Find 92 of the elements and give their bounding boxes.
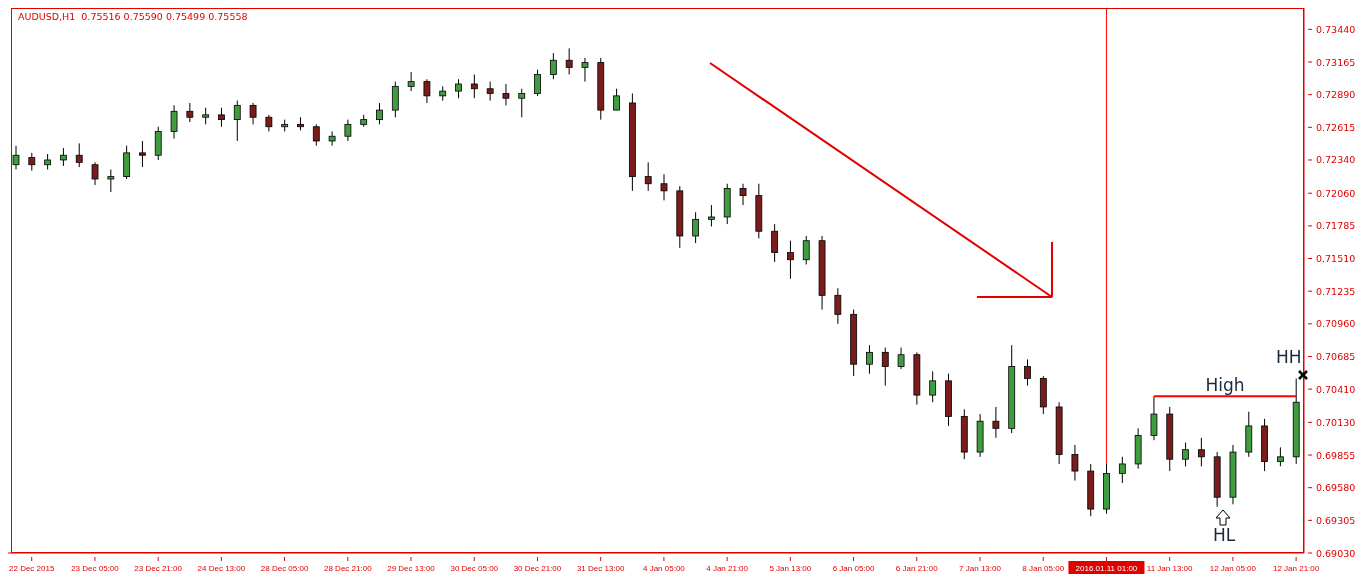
x-tick-label: 24 Dec 13:00: [197, 564, 246, 573]
candlestick: [581, 57, 589, 83]
candlestick: [866, 344, 873, 375]
candlestick: [518, 88, 526, 118]
candlestick: [802, 235, 810, 265]
candlestick: [407, 71, 415, 92]
candlestick: [897, 347, 905, 370]
y-tick-label: 0.71510: [1316, 253, 1356, 265]
candlestick: [502, 83, 510, 106]
annotation: HH: [1276, 347, 1302, 367]
x-tick-label: 4 Jan 05:00: [643, 564, 686, 573]
candlestick: [423, 78, 431, 104]
x-tick-label: 2016.01.11 01:00: [1075, 564, 1138, 573]
candlestick: [692, 211, 700, 244]
candlestick: [91, 161, 99, 186]
candlestick: [1276, 446, 1284, 467]
candlestick: [12, 145, 20, 170]
candlestick: [1024, 358, 1031, 387]
candlestick: [549, 52, 557, 80]
x-tick-label: 4 Jan 21:00: [706, 564, 749, 573]
x-tick-label: 29 Dec 13:00: [387, 564, 436, 573]
candlestick: [218, 107, 225, 128]
y-tick-label: 0.73165: [1316, 56, 1356, 68]
candlestick: [739, 183, 747, 206]
candlestick: [107, 168, 115, 193]
y-tick-label: 0.72060: [1316, 187, 1356, 199]
candlestick: [1197, 437, 1205, 467]
candlestick: [929, 370, 937, 403]
x-tick-label: 22 Dec 2015: [9, 564, 55, 573]
x-tick-label: 30 Dec 21:00: [513, 564, 562, 573]
candlestick: [1118, 456, 1126, 484]
candlestick: [328, 130, 336, 147]
y-tick-label: 0.73440: [1316, 23, 1356, 35]
x-tick-label: 8 Jan 05:00: [1022, 564, 1065, 573]
candlestick: [613, 88, 620, 111]
y-tick-label: 0.71785: [1316, 220, 1356, 232]
annotation: HL: [1213, 525, 1236, 545]
x-tick-label: 6 Jan 21:00: [895, 564, 939, 573]
x-tick-label: 11 Jan 13:00: [1146, 564, 1194, 573]
candlestick: [787, 240, 794, 280]
x-tick-label: 28 Dec 05:00: [260, 564, 309, 573]
x-tick-label: 6 Jan 05:00: [832, 564, 876, 573]
candlestick: [1182, 442, 1189, 467]
x-tick-label: 30 Dec 05:00: [450, 564, 499, 573]
candlestick: [154, 126, 162, 161]
y-tick-label: 0.70130: [1316, 416, 1356, 428]
y-tick-label: 0.72340: [1316, 154, 1356, 166]
candlestick: [1071, 444, 1079, 482]
candlestick: [391, 81, 399, 118]
y-tick-label: 0.72890: [1316, 89, 1356, 101]
candlestick: [534, 69, 541, 97]
candlestick: [565, 47, 573, 75]
y-tick-label: 0.70685: [1316, 350, 1356, 362]
x-tick-label: 31 Dec 13:00: [576, 564, 626, 573]
x-tick-label: 5 Jan 13:00: [769, 564, 812, 573]
candlestick: [771, 223, 779, 263]
candlestick: [249, 102, 257, 125]
candlestick: [186, 102, 194, 123]
candlestick: [992, 406, 1000, 439]
candlestick: [376, 102, 383, 125]
y-tick-label: 0.72615: [1316, 121, 1356, 133]
candlestick: [486, 81, 494, 102]
candlestick: [644, 161, 652, 192]
y-tick-label: 0.70410: [1316, 383, 1356, 395]
candlestick: [1150, 395, 1158, 441]
candlestick: [660, 173, 668, 201]
x-tick-label: 28 Dec 21:00: [324, 564, 373, 573]
y-tick-label: 0.69580: [1316, 482, 1356, 494]
ref-line-label: High: [1205, 375, 1245, 396]
x-tick-label: 12 Jan 21:00: [1272, 564, 1320, 573]
candlestick: [344, 119, 352, 142]
candlestick: [139, 140, 146, 168]
candlestick: [233, 100, 241, 142]
x-tick-label: 23 Dec 05:00: [71, 564, 120, 573]
y-tick-label: 0.69030: [1316, 547, 1356, 559]
candlestick: [470, 73, 478, 99]
y-tick-label: 0.69855: [1316, 449, 1356, 461]
candlestick: [881, 347, 889, 387]
y-tick-label: 0.70960: [1316, 318, 1356, 330]
y-tick-label: 0.69305: [1316, 514, 1356, 526]
candlestick: [312, 123, 320, 147]
chart-title: AUDUSD,H1 0.75516 0.75590 0.75499 0.75558: [18, 11, 248, 22]
candlestick: [708, 204, 715, 227]
candlestick: [123, 145, 131, 180]
x-tick-label: 7 Jan 13:00: [959, 564, 1002, 573]
candlestick: [170, 104, 178, 140]
candlestick: [455, 78, 462, 99]
y-tick-label: 0.71235: [1316, 285, 1356, 297]
x-tick-label: 12 Jan 05:00: [1209, 564, 1257, 573]
x-tick-label: 23 Dec 21:00: [134, 564, 183, 573]
candlestick: [834, 287, 842, 325]
candlestick: [75, 142, 83, 168]
